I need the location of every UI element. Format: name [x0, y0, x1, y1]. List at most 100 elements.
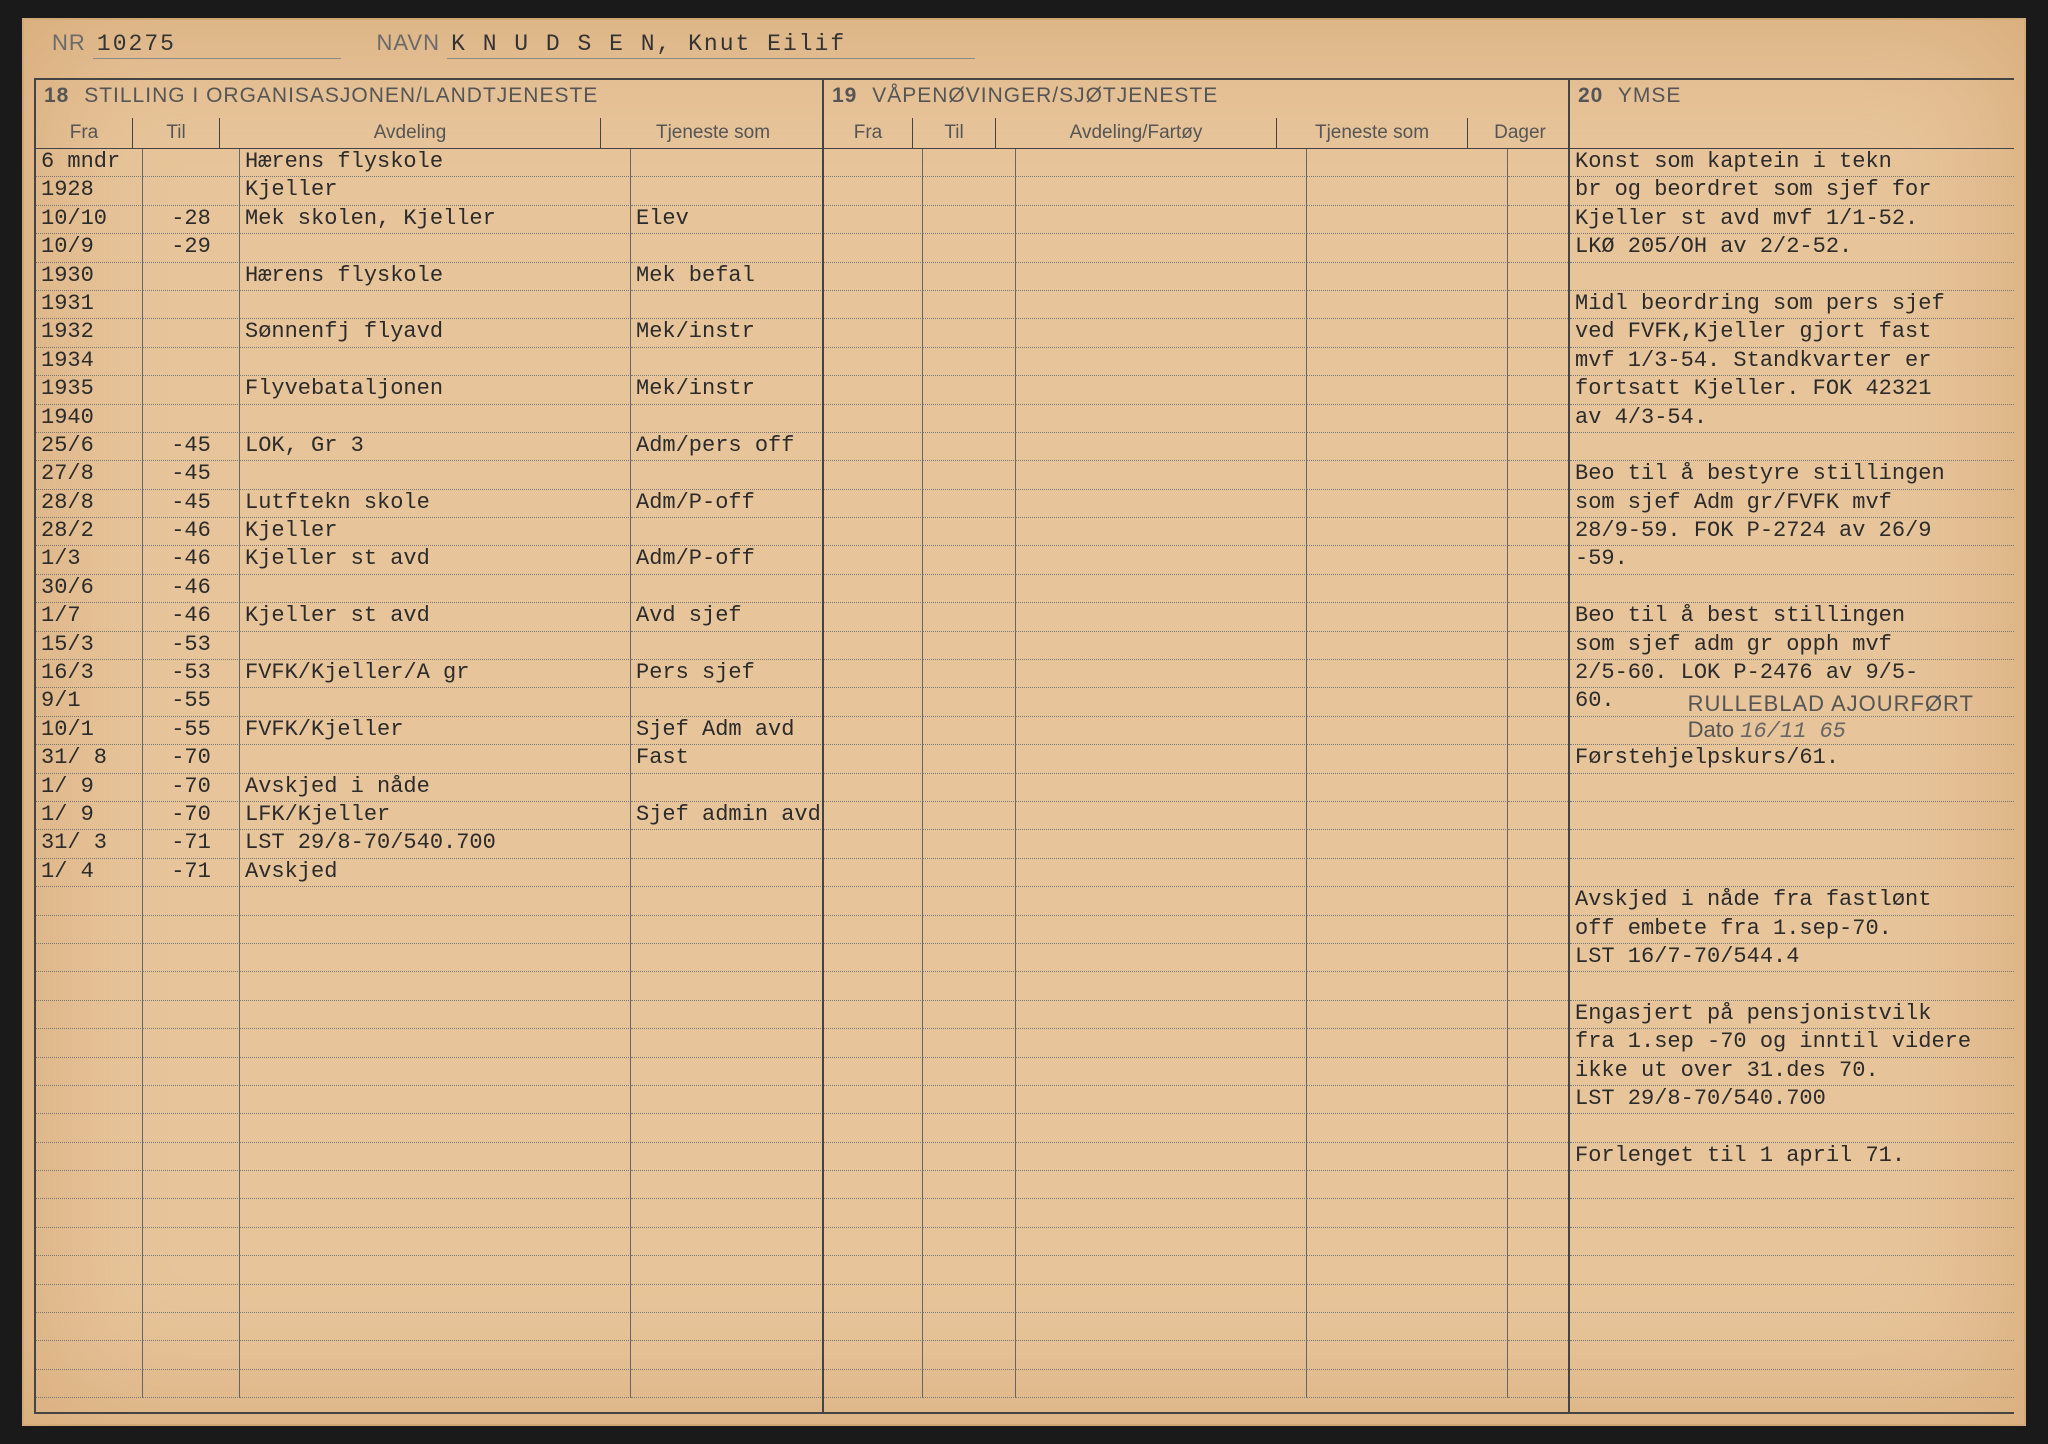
table-row: LST 29/8-70/540.700: [1570, 1086, 2014, 1114]
table-row: 31/ 8-70 Fast: [36, 745, 822, 773]
table-cell: [923, 972, 1016, 1000]
table-cell: [240, 234, 631, 262]
table-cell: [143, 1199, 240, 1227]
table-cell: [1307, 1228, 1508, 1256]
table-row: [824, 660, 1568, 688]
table-row: Beo til å bestyre stillingen: [1570, 461, 2014, 489]
section-18-title-text: STILLING I ORGANISASJONEN/LANDTJENESTE: [84, 84, 598, 107]
table-row: [824, 1058, 1568, 1086]
table-cell: [923, 206, 1016, 234]
table-row: [824, 348, 1568, 376]
ymse-line: [1570, 830, 2014, 858]
ymse-line: [1570, 575, 2014, 603]
table-cell: [1016, 1370, 1307, 1398]
table-row: [36, 944, 822, 972]
table-cell: [1508, 575, 1568, 603]
table-cell: [1307, 1341, 1508, 1369]
table-cell: [1508, 1171, 1568, 1199]
table-cell: [824, 1058, 923, 1086]
table-row: [824, 461, 1568, 489]
ymse-line: [1570, 1256, 2014, 1284]
table-cell: [1508, 1341, 1568, 1369]
table-row: 25/6-45LOK, Gr 3Adm/pers off: [36, 433, 822, 461]
table-cell: 10/9: [36, 234, 143, 262]
table-cell: [1307, 546, 1508, 574]
table-cell: [1508, 518, 1568, 546]
table-row: 28/9-59. FOK P-2724 av 26/9: [1570, 518, 2014, 546]
table-row: [1570, 1228, 2014, 1256]
table-cell: [923, 575, 1016, 603]
table-cell: [240, 1341, 631, 1369]
table-cell: Kjeller st avd: [240, 603, 631, 631]
col-header-tjeneste: Tjeneste som: [1277, 118, 1468, 148]
section-19: 19 VÅPENØVINGER/SJØTJENESTE Fra Til Avde…: [824, 80, 1570, 1412]
table-cell: LST 29/8-70/540.700: [240, 830, 631, 858]
table-cell: [240, 1114, 631, 1142]
table-cell: [1508, 1143, 1568, 1171]
table-cell: Mek/instr: [631, 376, 822, 404]
table-cell: [1508, 490, 1568, 518]
table-cell: [631, 291, 822, 319]
table-cell: [824, 405, 923, 433]
table-cell: [36, 887, 143, 915]
table-cell: [36, 1370, 143, 1398]
ymse-line: [1570, 1370, 2014, 1398]
table-cell: [1508, 206, 1568, 234]
table-cell: [143, 1285, 240, 1313]
table-cell: [1016, 546, 1307, 574]
table-cell: [1508, 1285, 1568, 1313]
table-cell: [1508, 405, 1568, 433]
table-cell: [631, 405, 822, 433]
ymse-line: Engasjert på pensjonistvilk: [1570, 1001, 2014, 1029]
table-cell: [240, 461, 631, 489]
table-cell: 28/8: [36, 490, 143, 518]
table-cell: [1307, 149, 1508, 177]
table-cell: [631, 234, 822, 262]
table-row: [36, 1001, 822, 1029]
table-cell: [1016, 149, 1307, 177]
table-cell: [143, 1228, 240, 1256]
col-header-fra: Fra: [36, 118, 133, 148]
ymse-line: [1570, 1341, 2014, 1369]
table-cell: 10/10: [36, 206, 143, 234]
table-cell: [240, 1370, 631, 1398]
table-cell: [143, 1171, 240, 1199]
table-cell: [143, 1086, 240, 1114]
table-row: [824, 1114, 1568, 1142]
stamp-title: RULLEBLAD AJOURFØRT: [1688, 691, 1974, 717]
section-19-number: 19: [832, 84, 857, 107]
table-cell: [923, 859, 1016, 887]
table-cell: [824, 1370, 923, 1398]
table-cell: 28/2: [36, 518, 143, 546]
table-row: Kjeller st avd mvf 1/1-52.: [1570, 206, 2014, 234]
section-20-rows: RULLEBLAD AJOURFØRT Dato 16/11 65 Konst …: [1570, 149, 2014, 1412]
table-row: -59.: [1570, 546, 2014, 574]
section-19-header-row: Fra Til Avdeling/Fartøy Tjeneste som Dag…: [824, 118, 1568, 149]
table-cell: [631, 916, 822, 944]
table-cell: [824, 632, 923, 660]
ymse-line: fortsatt Kjeller. FOK 42321: [1570, 376, 2014, 404]
table-cell: [824, 1285, 923, 1313]
table-cell: [824, 376, 923, 404]
table-cell: -46: [143, 575, 240, 603]
table-row: Beo til å best stillingen: [1570, 603, 2014, 631]
table-cell: 1932: [36, 319, 143, 347]
table-cell: [1016, 660, 1307, 688]
table-cell: -53: [143, 632, 240, 660]
table-cell: [1508, 830, 1568, 858]
table-cell: FVFK/Kjeller/A gr: [240, 660, 631, 688]
table-cell: -70: [143, 774, 240, 802]
table-cell: [1307, 234, 1508, 262]
table-cell: [923, 518, 1016, 546]
table-row: 30/6-46: [36, 575, 822, 603]
table-cell: [1016, 1341, 1307, 1369]
table-row: [824, 717, 1568, 745]
ymse-line: som sjef Adm gr/FVFK mvf: [1570, 490, 2014, 518]
table-row: mvf 1/3-54. Standkvarter er: [1570, 348, 2014, 376]
ymse-line: br og beordret som sjef for: [1570, 177, 2014, 205]
table-cell: [36, 1199, 143, 1227]
section-20-number: 20: [1578, 84, 1603, 107]
table-cell: [143, 944, 240, 972]
ymse-line: [1570, 802, 2014, 830]
table-cell: [923, 433, 1016, 461]
